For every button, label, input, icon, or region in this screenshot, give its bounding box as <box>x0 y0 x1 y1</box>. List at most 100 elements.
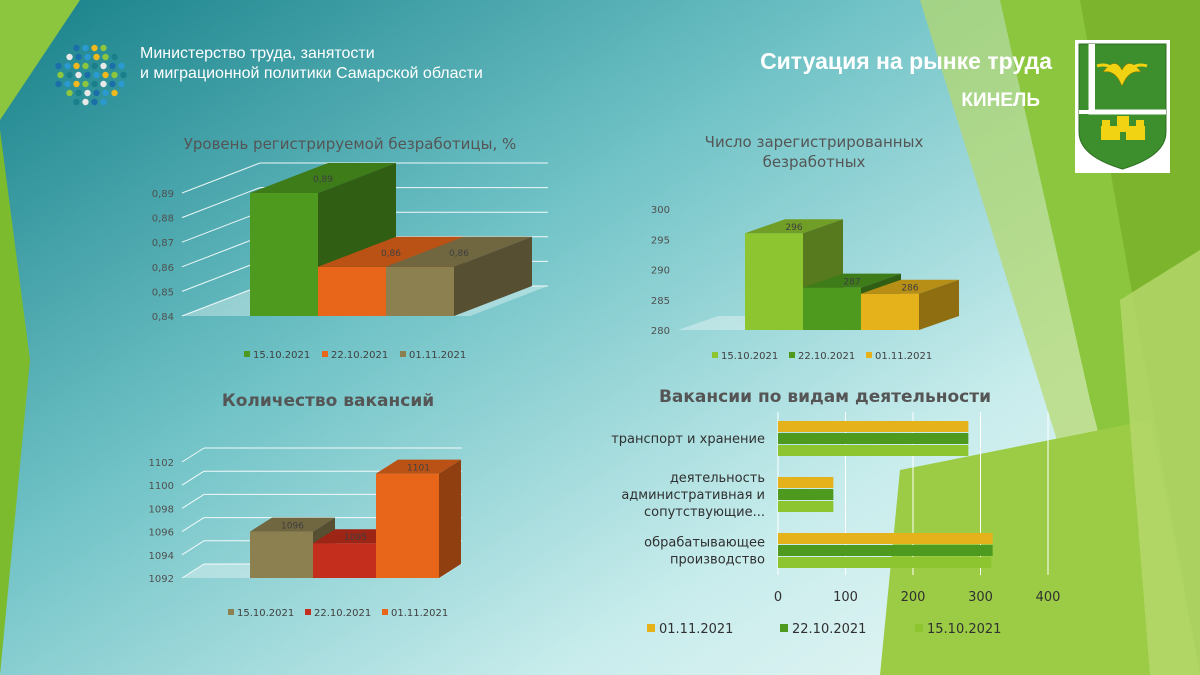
bar <box>778 557 992 568</box>
y-tick-label: 295 <box>651 235 670 246</box>
legend-label: 01.11.2021 <box>409 350 466 361</box>
logo-dot <box>100 44 107 52</box>
logo-dot <box>118 80 125 88</box>
y-tick-label: 300 <box>651 205 670 216</box>
bar <box>778 445 969 456</box>
gridline-depth <box>181 447 205 463</box>
gridline-depth <box>181 236 261 268</box>
category-label: деятельность <box>670 471 765 486</box>
slide-title: Ситуация на рынке труда <box>760 48 1052 74</box>
bar-side <box>454 236 532 316</box>
legend-swatch <box>244 351 250 357</box>
chart-unemployment-rate: Уровень регистрируемой безработицы, % 0,… <box>152 135 548 361</box>
bar-top <box>861 279 959 294</box>
bar-side <box>439 459 461 578</box>
gridline-depth <box>181 285 261 317</box>
bar <box>778 433 969 444</box>
bar <box>778 477 834 488</box>
legend-label: 22.10.2021 <box>798 351 855 362</box>
coat-of-arms <box>1075 40 1170 173</box>
data-label: 286 <box>901 284 918 294</box>
logo-dot <box>91 44 98 52</box>
ministry-logo <box>55 44 127 106</box>
data-label: 1096 <box>281 522 304 532</box>
logo-dot <box>82 80 89 88</box>
logo-dot <box>55 62 62 70</box>
bar-front <box>318 266 386 316</box>
legend-swatch <box>322 351 328 357</box>
bar <box>778 489 834 500</box>
chart-title: Вакансии по видам деятельности <box>659 387 991 407</box>
logo-dot <box>91 62 98 70</box>
logo-dot <box>55 80 62 88</box>
city-name: КИНЕЛЬ <box>961 90 1040 111</box>
data-label: 1101 <box>407 464 430 474</box>
gridline-depth <box>181 260 261 292</box>
logo-dot <box>100 80 107 88</box>
logo-dot <box>66 53 73 61</box>
logo-dot <box>75 89 82 97</box>
bar-top <box>803 273 901 288</box>
legend-swatch <box>915 624 923 632</box>
chart-title: Уровень регистрируемой безработицы, % <box>184 135 517 153</box>
bar <box>778 533 993 544</box>
logo-dot <box>109 62 116 70</box>
y-tick-label: 0,86 <box>152 263 174 274</box>
logo-dot <box>82 62 89 70</box>
category-label: транспорт и хранение <box>611 432 765 447</box>
y-tick-label: 1098 <box>149 504 174 515</box>
data-label: 0,86 <box>381 249 401 259</box>
bar-top <box>250 517 335 532</box>
logo-dot <box>91 98 98 106</box>
logo-dot <box>66 89 73 97</box>
legend-swatch <box>305 609 311 615</box>
chart-title-line2: безработных <box>763 153 866 171</box>
legend-label: 22.10.2021 <box>331 350 388 361</box>
legend-label: 15.10.2021 <box>237 608 294 619</box>
logo-dot <box>73 44 80 52</box>
category-label: административная и <box>621 488 765 503</box>
y-tick-label: 290 <box>651 266 670 277</box>
data-label: 0,86 <box>449 249 469 259</box>
legend-swatch <box>866 352 872 358</box>
logo-dot <box>84 53 91 61</box>
logo-dot <box>57 71 64 79</box>
x-tick-label: 200 <box>901 590 926 605</box>
category-label: производство <box>670 553 765 568</box>
data-label: 0,89 <box>313 175 333 185</box>
ministry-name-line1: Министерство труда, занятости <box>140 45 375 62</box>
chart-title: Количество вакансий <box>222 391 434 411</box>
bar <box>778 421 969 432</box>
logo-dot <box>75 53 82 61</box>
logo-dot <box>111 89 118 97</box>
category-label: обрабатывающее <box>644 536 765 551</box>
chart-vacancies-by-activity: Вакансии по видам деятельности 0 100 200 30… <box>611 387 1060 637</box>
legend-label: 15.10.2021 <box>253 350 310 361</box>
y-tick-label: 0,87 <box>152 238 174 249</box>
data-label: 296 <box>785 223 802 233</box>
logo-dot <box>111 53 118 61</box>
logo-dot <box>82 98 89 106</box>
data-label: 1095 <box>344 533 367 543</box>
logo-dot <box>91 80 98 88</box>
legend-swatch <box>382 609 388 615</box>
logo-dot <box>118 62 125 70</box>
y-tick-label: 0,88 <box>152 214 174 225</box>
gridline-depth <box>181 517 205 533</box>
bar-front <box>313 543 376 578</box>
bar <box>778 501 834 512</box>
gridline-depth <box>181 470 205 486</box>
logo-dot <box>75 71 82 79</box>
data-label: 287 <box>843 278 860 288</box>
y-tick-label: 1102 <box>149 458 174 469</box>
legend-label: 15.10.2021 <box>927 622 1001 637</box>
gridline-depth <box>181 211 261 243</box>
category-label: сопутствующие... <box>644 505 765 520</box>
logo-dot <box>73 62 80 70</box>
bar-front <box>250 193 318 316</box>
chart-title-line1: Число зарегистрированных <box>705 133 924 151</box>
gridline-depth <box>181 540 205 556</box>
y-tick-label: 1096 <box>149 528 174 539</box>
bar-top <box>386 236 532 267</box>
logo-dot <box>73 80 80 88</box>
